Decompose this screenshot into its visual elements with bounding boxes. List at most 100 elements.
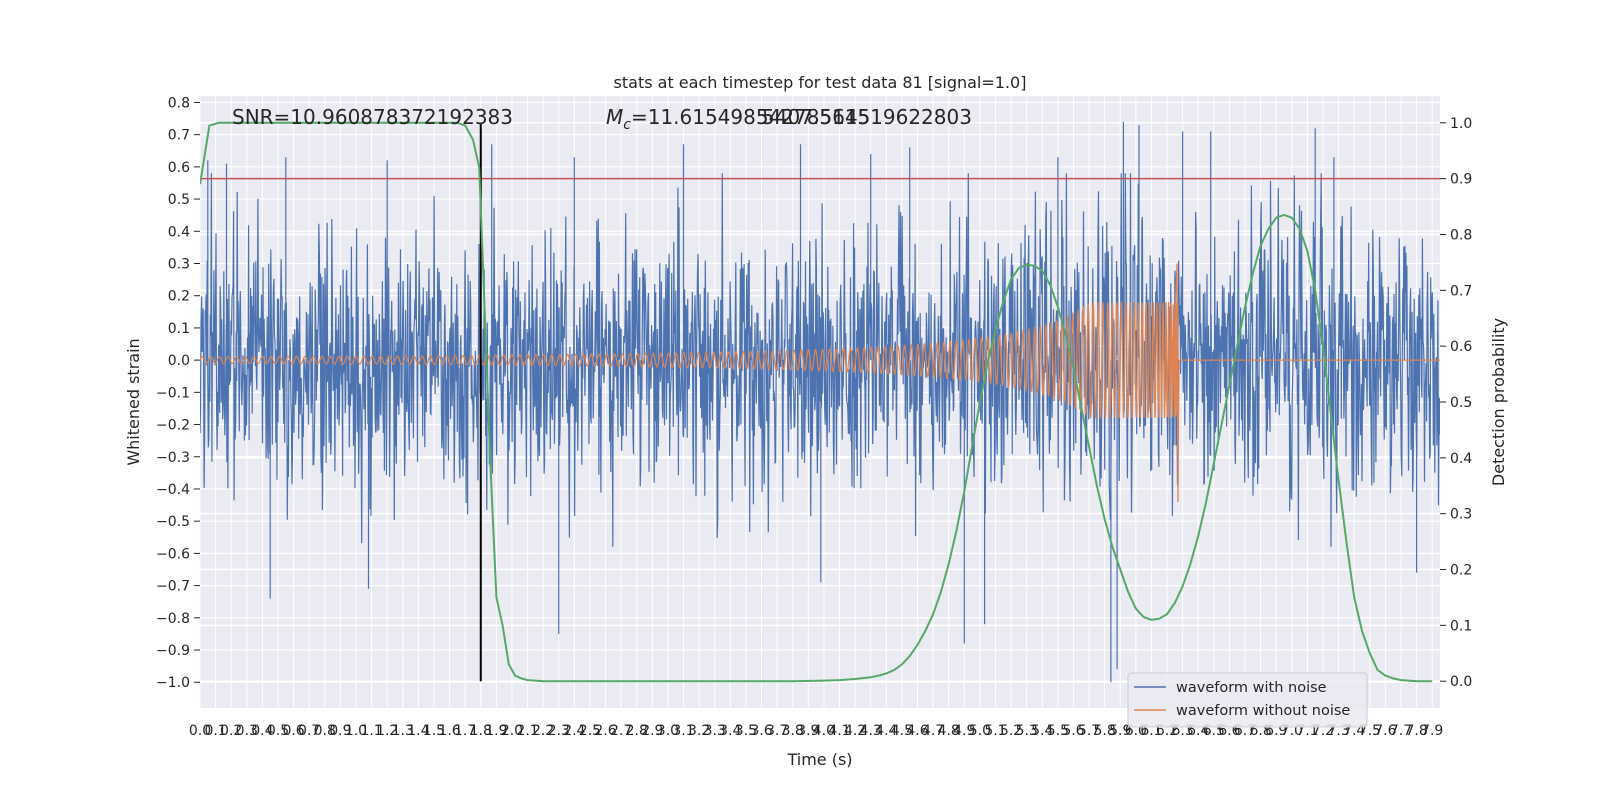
x-tick-label: 4.4 [875,723,897,739]
x-tick-label: 2.0 [501,723,523,739]
x-tick-label: 5.4 [1031,723,1053,739]
x-tick-label: 5.5 [1047,723,1069,739]
x-tick-label: 1.8 [470,723,492,739]
x-tick-label: 5.7 [1078,723,1100,739]
x-tick-label: 7.7 [1390,723,1412,739]
x-tick-label: 5.9 [1109,723,1131,739]
chirp-mass-subscript: c [623,117,631,133]
left-y-tick-label: 0.1 [168,321,190,337]
x-tick-label: 1.2 [376,723,398,739]
x-tick-label: 4.6 [906,723,928,739]
x-tick-label: 5.8 [1094,723,1116,739]
left-y-tick-label: −0.1 [156,385,190,401]
series-waveform-with-noise [200,121,1440,683]
right-y-tick-label: 0.9 [1450,172,1472,188]
legend-box [1127,672,1368,728]
x-tick-label: 7.9 [1421,723,1443,739]
x-tick-label: 5.3 [1016,723,1038,739]
x-tick-label: 1.4 [407,723,429,739]
x-tick-label: 2.7 [610,723,632,739]
x-tick-label: 4.3 [860,723,882,739]
x-tick-label: 3.3 [704,723,726,739]
left-y-tick-label: −0.7 [156,579,190,595]
left-y-axis-label: Whitened strain [124,338,143,465]
left-y-tick-label: 0.3 [168,256,190,272]
left-y-tick-label: −1.0 [156,675,190,691]
snr-annotation: SNR=10.960878372192383 [232,105,513,129]
x-tick-label: 7.6 [1374,723,1396,739]
legend: waveform with noise waveform without noi… [1127,672,1368,728]
x-tick-label: 4.5 [891,723,913,739]
x-tick-label: 2.5 [579,723,601,739]
x-tick-label: 4.9 [953,723,975,739]
left-y-tick-label: 0.2 [168,289,190,305]
x-tick-label: 2.4 [563,723,585,739]
right-y-tick-label: 0.8 [1450,227,1472,243]
right-y-tick-label: 0.3 [1450,507,1472,523]
x-tick-label: 5.2 [1000,723,1022,739]
right-y-tick-label: 0.0 [1450,674,1472,690]
x-tick-label: 4.2 [844,723,866,739]
x-tick-label: 5.0 [969,723,991,739]
x-tick-label: 1.6 [438,723,460,739]
x-tick-label: 7.8 [1405,723,1427,739]
left-y-tick-label: −0.5 [156,514,190,530]
x-tick-label: 2.2 [532,723,554,739]
x-tick-label: 1.5 [423,723,445,739]
x-tick-label: 2.6 [594,723,616,739]
x-tick-label: 4.1 [828,723,850,739]
left-y-tick-label: −0.9 [156,643,190,659]
chirp-mass-symbol: M [606,105,623,129]
overlapping-annotation: 5407.511519622803 [762,105,972,129]
left-y-tick-label: −0.4 [156,482,190,498]
right-axis-ticks: 1.0 0.9 0.8 0.7 0.6 0.5 0.4 0.3 0.2 0.1 0.0 [1440,116,1472,690]
x-tick-label: 3.1 [672,723,694,739]
x-tick-label: 0.6 [282,723,304,739]
x-tick-label: 1.1 [360,723,382,739]
x-tick-label: 2.9 [641,723,663,739]
left-y-tick-label: 0.8 [168,95,190,111]
left-y-tick-label: 0.7 [168,128,190,144]
right-y-tick-label: 0.4 [1450,451,1472,467]
x-tick-label: 3.4 [719,723,741,739]
x-tick-label: 0.8 [314,723,336,739]
left-y-tick-label: 0.5 [168,192,190,208]
chirp-mass-value: =11.615498542785645 [631,105,870,129]
x-tick-label: 0.0 [189,723,211,739]
x-tick-label: 2.1 [516,723,538,739]
x-tick-label: 5.1 [984,723,1006,739]
right-y-tick-label: 1.0 [1450,116,1472,132]
x-tick-label: 0.1 [204,723,226,739]
right-y-tick-label: 0.2 [1450,563,1472,579]
left-axis-ticks: 0.8 0.7 0.6 0.5 0.4 0.3 0.2 0.1 0.0 −0.1 −0.2 −0.3 −… [156,95,200,691]
x-tick-label: 4.7 [922,723,944,739]
legend-label-chirp: waveform without noise [1176,703,1350,719]
chart-title: stats at each timestep for test data 81 … [614,73,1027,92]
x-tick-label: 3.6 [750,723,772,739]
left-y-tick-label: −0.6 [156,546,190,562]
left-y-tick-label: 0.4 [168,224,190,240]
x-tick-label: 1.0 [345,723,367,739]
left-y-tick-label: 0.0 [168,353,190,369]
x-axis-label: Time (s) [786,750,852,769]
x-tick-label: 0.3 [236,723,258,739]
x-tick-label: 3.7 [766,723,788,739]
right-y-tick-label: 0.6 [1450,339,1472,355]
left-y-tick-label: −0.2 [156,418,190,434]
legend-label-noise: waveform with noise [1176,680,1327,696]
x-tick-label: 0.5 [267,723,289,739]
x-tick-label: 5.6 [1062,723,1084,739]
x-tick-label: 3.9 [797,723,819,739]
x-tick-label: 2.3 [548,723,570,739]
left-y-tick-label: −0.3 [156,450,190,466]
series-waveform-without-noise [200,263,1440,502]
x-tick-label: 0.9 [329,723,351,739]
x-tick-label: 0.2 [220,723,242,739]
x-tick-label: 0.4 [251,723,273,739]
x-tick-label: 3.5 [735,723,757,739]
x-tick-label: 3.8 [782,723,804,739]
left-y-tick-label: 0.6 [168,160,190,176]
right-y-tick-label: 0.7 [1450,283,1472,299]
x-tick-label: 1.3 [392,723,414,739]
